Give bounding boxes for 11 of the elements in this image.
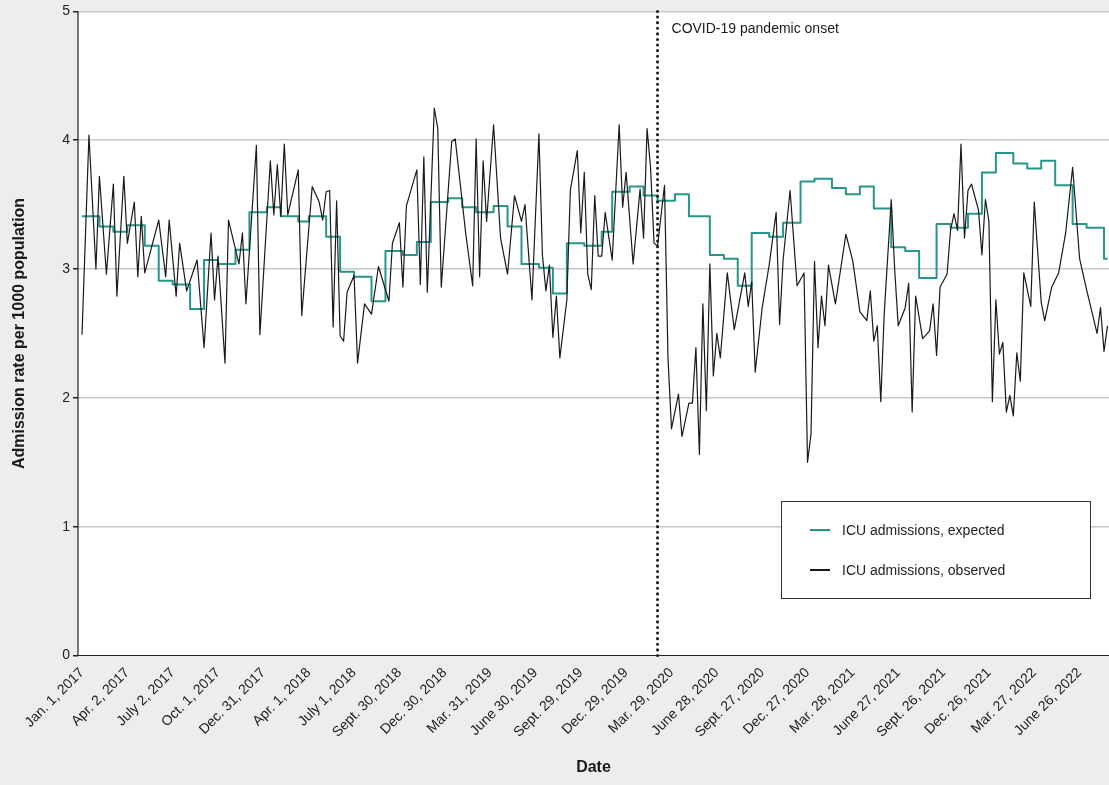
y-tick-label: 2 <box>62 388 71 405</box>
y-axis-title: Admission rate per 1000 population <box>10 197 28 470</box>
ref-line-label: COVID-19 pandemic onset <box>671 20 839 37</box>
y-tick-label: 4 <box>62 131 71 148</box>
y-tick-label: 5 <box>62 2 71 19</box>
legend-label: ICU admissions, observed <box>842 562 1006 578</box>
y-tick-label: 1 <box>62 517 71 534</box>
x-axis-title: Date <box>576 757 611 775</box>
legend-label: ICU admissions, expected <box>842 522 1005 538</box>
y-tick-label: 3 <box>62 259 71 276</box>
y-tick-label: 0 <box>62 646 71 663</box>
